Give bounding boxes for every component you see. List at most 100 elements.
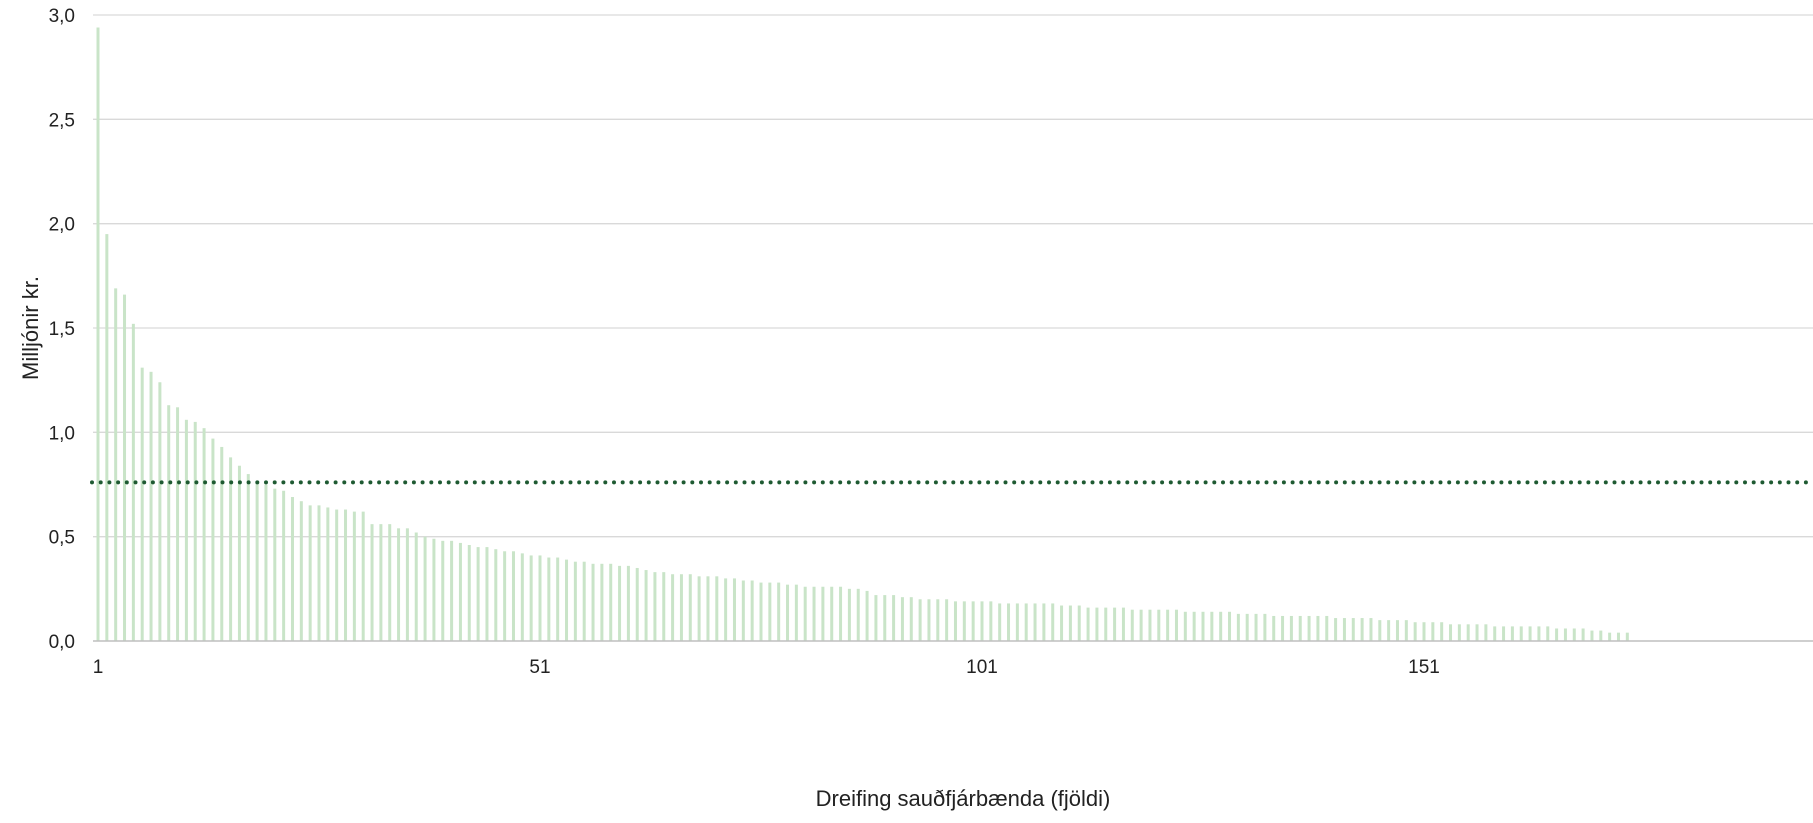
bar bbox=[1625, 632, 1629, 641]
bar bbox=[626, 565, 630, 641]
bar bbox=[1493, 626, 1497, 641]
bar bbox=[1060, 605, 1064, 641]
bar bbox=[565, 559, 569, 641]
bar bbox=[476, 547, 480, 641]
bar bbox=[618, 565, 622, 641]
bar bbox=[883, 595, 887, 641]
bar bbox=[246, 474, 250, 641]
bar bbox=[1068, 605, 1072, 641]
bar bbox=[379, 524, 383, 641]
bar bbox=[388, 524, 392, 641]
bar bbox=[715, 576, 719, 641]
bar bbox=[582, 561, 586, 641]
bar bbox=[184, 419, 188, 641]
bar bbox=[1228, 611, 1232, 641]
bar bbox=[1210, 611, 1214, 641]
bar bbox=[308, 505, 312, 641]
bar bbox=[1599, 630, 1603, 641]
bar bbox=[1395, 620, 1399, 641]
bar bbox=[511, 551, 515, 641]
bar bbox=[352, 511, 356, 641]
bar bbox=[1457, 624, 1461, 641]
bar bbox=[1130, 609, 1134, 641]
bar bbox=[282, 490, 286, 641]
bar bbox=[786, 584, 790, 641]
bar bbox=[1466, 624, 1470, 641]
bar bbox=[1298, 615, 1302, 641]
bar bbox=[344, 509, 348, 641]
bar bbox=[1378, 620, 1382, 641]
bar bbox=[114, 288, 118, 641]
y-tick-label: 0,5 bbox=[49, 528, 75, 549]
bar bbox=[865, 590, 869, 641]
bar bbox=[1077, 605, 1081, 641]
bar bbox=[158, 382, 162, 641]
bar bbox=[812, 586, 816, 641]
bar bbox=[140, 367, 144, 641]
bar bbox=[1581, 628, 1585, 641]
bar bbox=[1263, 613, 1267, 641]
x-tick-label: 151 bbox=[1408, 657, 1440, 678]
bar bbox=[1113, 607, 1117, 641]
bar bbox=[600, 563, 604, 641]
bar bbox=[1555, 628, 1559, 641]
bar bbox=[397, 528, 401, 641]
gridlines bbox=[93, 14, 1813, 538]
bar bbox=[1325, 615, 1329, 641]
bar bbox=[485, 547, 489, 641]
bar bbox=[1148, 609, 1152, 641]
bar bbox=[229, 457, 233, 641]
bar bbox=[1095, 607, 1099, 641]
bar bbox=[458, 542, 462, 641]
bar bbox=[220, 446, 224, 641]
bar bbox=[423, 536, 427, 641]
bar bbox=[361, 511, 365, 641]
bar bbox=[96, 27, 100, 641]
bar bbox=[1139, 609, 1143, 641]
bar bbox=[149, 371, 153, 641]
bar bbox=[370, 524, 374, 641]
y-axis-title: Milljónir kr. bbox=[18, 276, 43, 380]
bar bbox=[830, 586, 834, 641]
bar bbox=[1024, 603, 1028, 641]
bar bbox=[1236, 613, 1240, 641]
bar bbox=[1528, 626, 1532, 641]
bar bbox=[264, 484, 268, 641]
bar bbox=[794, 584, 798, 641]
bar bbox=[1484, 624, 1488, 641]
bar bbox=[706, 576, 710, 641]
bar bbox=[591, 563, 595, 641]
bar bbox=[1307, 615, 1311, 641]
bar bbox=[450, 540, 454, 641]
bar bbox=[1608, 632, 1612, 641]
bar bbox=[1272, 615, 1276, 641]
bar bbox=[1033, 603, 1037, 641]
bar bbox=[741, 580, 745, 641]
bar bbox=[1449, 624, 1453, 641]
bar bbox=[176, 407, 180, 641]
bar bbox=[273, 488, 277, 641]
bar bbox=[167, 405, 171, 641]
bar bbox=[1519, 626, 1523, 641]
y-tick-label: 3,0 bbox=[49, 6, 75, 27]
bar bbox=[1360, 618, 1364, 641]
bar bbox=[1563, 628, 1567, 641]
bar bbox=[750, 580, 754, 641]
bar bbox=[1616, 632, 1620, 641]
bar bbox=[1201, 611, 1205, 641]
bar bbox=[953, 601, 957, 641]
bar bbox=[679, 574, 683, 641]
bar bbox=[1051, 603, 1055, 641]
bar bbox=[1537, 626, 1541, 641]
bar bbox=[1007, 603, 1011, 641]
bar bbox=[732, 578, 736, 641]
bar bbox=[290, 497, 294, 641]
bar bbox=[1440, 622, 1444, 641]
bar bbox=[1369, 618, 1373, 641]
bar bbox=[971, 601, 975, 641]
bar bbox=[927, 599, 931, 641]
y-tick-label: 0,0 bbox=[49, 632, 75, 653]
bar bbox=[556, 557, 560, 641]
bar bbox=[671, 574, 675, 641]
bar bbox=[1192, 611, 1196, 641]
